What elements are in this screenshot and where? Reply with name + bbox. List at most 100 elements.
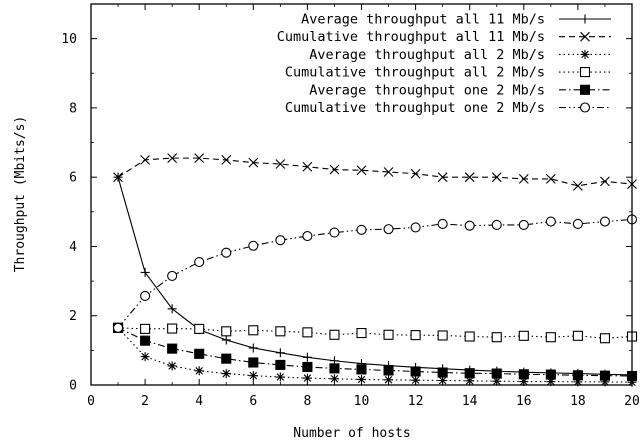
x-tick-label: 20	[624, 394, 640, 409]
data-point	[113, 172, 123, 183]
data-point	[275, 348, 285, 358]
data-point	[437, 367, 448, 378]
data-point	[302, 361, 313, 373]
data-point	[167, 343, 178, 354]
legend-label: Cumulative throughput one 2 Mb/s	[285, 100, 545, 116]
data-point	[383, 329, 394, 340]
data-point	[410, 330, 421, 341]
data-point	[302, 327, 313, 338]
data-point	[167, 304, 177, 314]
data-point	[464, 368, 475, 379]
data-point	[329, 227, 340, 238]
legend-entry-4: Cumulative throughput all 2 Mb/s	[285, 65, 611, 81]
data-point	[302, 373, 312, 383]
data-point	[248, 157, 259, 168]
legend-marker	[580, 31, 590, 42]
data-point	[518, 369, 529, 380]
data-point	[221, 154, 232, 165]
data-point	[357, 374, 366, 384]
data-point	[329, 164, 340, 175]
data-point	[518, 219, 529, 231]
data-point	[545, 332, 556, 343]
legend-label: Cumulative throughput all 11 Mb/s	[277, 29, 545, 45]
series-5	[113, 322, 638, 382]
data-point	[275, 372, 285, 382]
data-point	[329, 374, 339, 384]
data-point	[167, 270, 178, 281]
x-tick-label: 6	[249, 394, 257, 409]
data-point	[599, 333, 611, 344]
data-point	[437, 172, 448, 183]
data-point	[464, 172, 475, 183]
data-point	[140, 335, 151, 346]
data-point	[491, 368, 502, 379]
data-point	[248, 357, 259, 368]
legend-marker	[580, 49, 590, 59]
data-point	[491, 172, 502, 183]
plot-frame	[90, 3, 633, 386]
data-point	[492, 376, 502, 386]
data-point	[221, 369, 231, 379]
data-point	[573, 377, 583, 387]
data-point	[464, 220, 475, 231]
data-point	[384, 375, 394, 385]
data-point	[600, 377, 610, 387]
y-tick-label: 6	[69, 171, 77, 186]
data-point	[167, 361, 177, 371]
data-point	[572, 218, 583, 229]
x-tick-label: 18	[570, 394, 586, 409]
y-tick-label: 10	[61, 32, 77, 47]
data-point	[113, 322, 124, 333]
legend-marker	[579, 67, 591, 78]
y-tick-label: 2	[69, 309, 77, 324]
data-point	[356, 165, 367, 176]
data-point	[248, 343, 258, 353]
series-6	[113, 214, 638, 333]
data-point	[599, 216, 611, 227]
legend-label: Average throughput all 2 Mb/s	[309, 47, 545, 63]
data-point	[302, 231, 313, 242]
data-point	[221, 326, 232, 337]
data-point	[518, 330, 529, 341]
series-line	[117, 327, 633, 383]
data-point	[545, 216, 556, 227]
legend-entry-1: Average throughput all 11 Mb/s	[301, 12, 611, 28]
data-point	[437, 218, 448, 229]
y-tick-label: 0	[69, 379, 77, 394]
data-point	[275, 159, 286, 169]
series-3	[113, 323, 637, 387]
data-point	[248, 371, 258, 381]
data-point	[356, 224, 367, 235]
x-tick-label: 10	[354, 394, 370, 409]
legend-entry-3: Average throughput all 2 Mb/s	[309, 47, 611, 63]
data-point	[140, 323, 151, 334]
x-tick-label: 14	[462, 394, 478, 409]
series-line	[117, 177, 633, 376]
series-1	[113, 172, 637, 380]
series-4	[113, 322, 638, 344]
data-point	[573, 180, 583, 191]
y-axis-label: Throughput (Mbits/s)	[13, 116, 28, 273]
data-point	[194, 153, 205, 164]
data-point	[410, 222, 421, 233]
data-point	[545, 174, 556, 184]
data-point	[140, 267, 150, 277]
data-point	[221, 335, 231, 345]
data-point	[464, 331, 475, 342]
data-point	[599, 370, 611, 381]
legend-entry-5: Average throughput one 2 Mb/s	[309, 82, 611, 98]
data-point	[302, 161, 313, 172]
data-point	[194, 323, 205, 334]
data-point	[194, 366, 204, 376]
data-point	[465, 376, 475, 386]
data-point	[545, 369, 556, 380]
legend-marker	[579, 102, 591, 113]
data-point	[383, 365, 394, 376]
data-point	[329, 329, 340, 340]
x-tick-label: 2	[141, 394, 149, 409]
legend-marker	[580, 14, 590, 24]
data-point	[410, 366, 421, 377]
data-point	[140, 154, 150, 165]
data-point	[546, 377, 556, 387]
data-point	[167, 153, 178, 164]
